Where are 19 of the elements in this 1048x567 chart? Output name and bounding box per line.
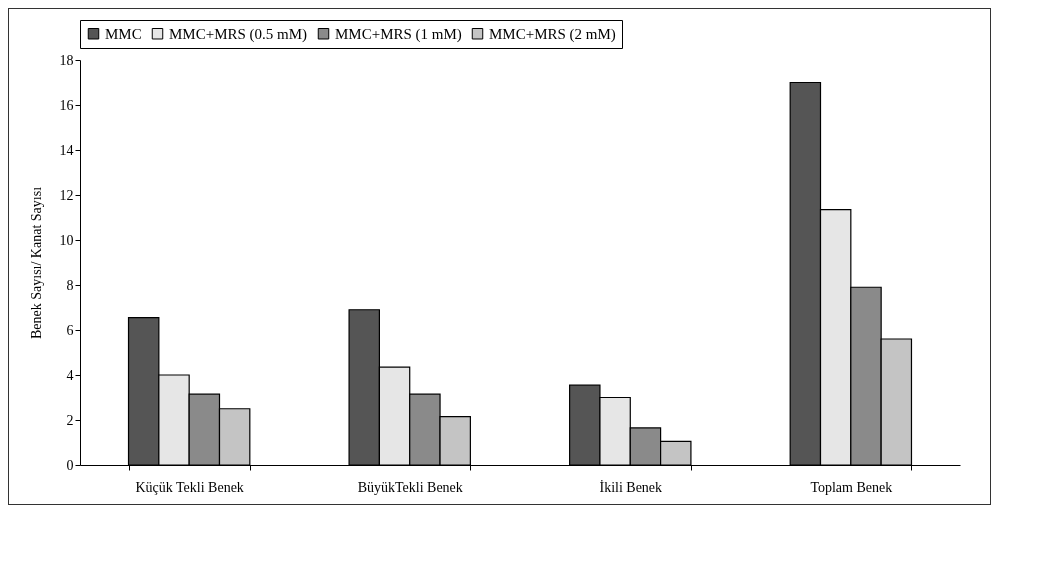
- y-tick-label: 2: [66, 412, 74, 428]
- y-axis-title: Benek Sayısı/ Kanat Sayısı: [28, 186, 44, 340]
- y-tick-label: 18: [59, 52, 74, 68]
- x-tick-label: Toplam Benek: [810, 479, 893, 495]
- legend-label: MMC+MRS (1 mM): [335, 25, 462, 43]
- legend-label: MMC: [105, 25, 142, 42]
- y-tick-label: 8: [66, 277, 74, 293]
- x-tick-label: Küçük Tekli Benek: [135, 479, 244, 495]
- y-tick-label: 0: [66, 457, 74, 473]
- y-tick-label: 6: [66, 322, 74, 338]
- y-tick-label: 10: [59, 232, 74, 248]
- legend-label: MMC+MRS (0.5 mM): [169, 25, 308, 43]
- legend-label: MMC+MRS (2 mM): [489, 25, 616, 43]
- y-tick-label: 16: [59, 97, 74, 113]
- y-tick-label: 14: [59, 142, 74, 158]
- x-tick-label: İkili Benek: [599, 479, 663, 495]
- x-tick-label: BüyükTekli Benek: [357, 479, 463, 495]
- y-tick-label: 12: [59, 187, 74, 203]
- y-tick-label: 4: [66, 367, 74, 383]
